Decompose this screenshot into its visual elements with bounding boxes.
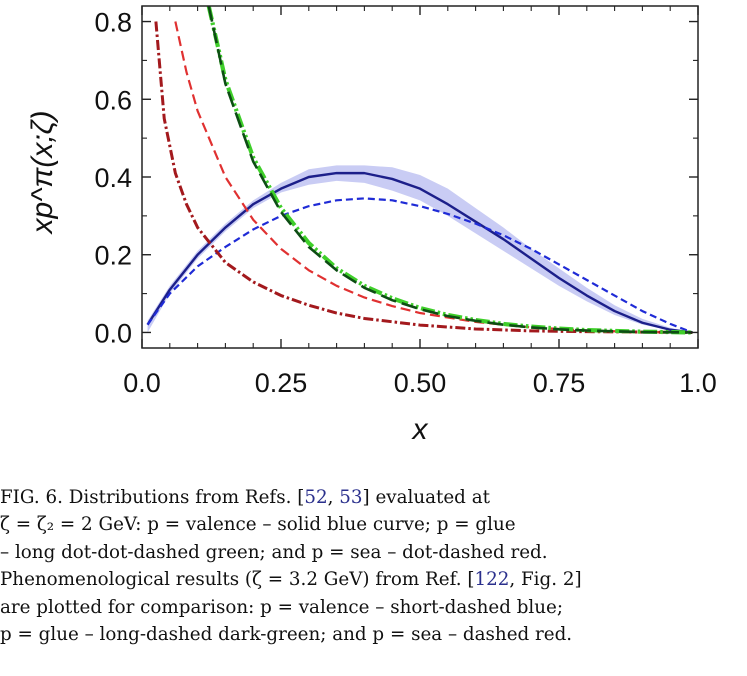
reference-link[interactable]: 52 — [304, 487, 328, 508]
y-axis-title: xp^π(x;ζ) — [26, 110, 59, 235]
uncertainty-band — [147, 165, 693, 333]
series-line-dot-dashed — [154, 21, 693, 334]
caption-text: , Fig. 2] — [509, 569, 582, 591]
caption-line: Phenomenological results (ζ = 3.2 GeV) f… — [0, 566, 747, 593]
caption-line: FIG. 6. Distributions from Refs. [52, 53… — [0, 484, 747, 511]
chart: 0.0 0.2 0.4 0.6 0.8 0.0 0.25 0.50 0.75 1.0 x xp^… — [26, 5, 717, 446]
series-line-long-dashed — [207, 6, 693, 334]
uncertainty-band-layer — [147, 165, 693, 333]
x-tick-labels: 0.0 0.25 0.50 0.75 1.0 — [123, 368, 717, 398]
tick-layer — [141, 6, 699, 348]
caption-line: are plotted for comparison: p = valence … — [0, 596, 564, 618]
series-line-dot-dot-dashed — [206, 6, 693, 335]
x-tick-label: 0.25 — [255, 368, 308, 398]
y-tick-label: 0.6 — [94, 85, 132, 115]
series-line-short-dashed — [146, 197, 693, 334]
y-tick-label: 0.2 — [94, 241, 132, 271]
reference-link[interactable]: 53 — [339, 487, 363, 508]
caption-text: Phenomenological results (ζ = 3.2 GeV) f… — [0, 569, 475, 591]
caption-text: FIG. 6. Distributions from Refs. [ — [0, 487, 305, 508]
y-tick-label: 0.8 — [94, 8, 132, 38]
caption-line: p = glue – long-dashed dark-green; and p… — [0, 624, 573, 646]
series-line-solid — [146, 171, 693, 334]
x-axis-title: x — [411, 413, 429, 446]
series-line-dashed — [174, 21, 693, 334]
caption-text: , — [327, 487, 340, 508]
x-tick-label: 0.75 — [533, 368, 586, 398]
caption-text: ] evaluated at — [362, 487, 490, 508]
reference-link[interactable]: 122 — [474, 569, 510, 591]
x-tick-label: 1.0 — [679, 368, 717, 398]
y-tick-label: 0.0 — [94, 318, 132, 348]
x-tick-label: 0.0 — [123, 368, 161, 398]
y-tick-label: 0.4 — [94, 163, 132, 193]
caption-line: – long dot-dot-dashed green; and p = sea… — [0, 541, 548, 563]
caption-line: ζ = ζ₂ = 2 GeV: p = valence – solid blue… — [0, 514, 516, 536]
x-tick-label: 0.50 — [394, 368, 447, 398]
series-layer — [146, 6, 693, 335]
y-tick-labels: 0.0 0.2 0.4 0.6 0.8 — [94, 8, 132, 349]
figure-caption: FIG. 6. Distributions from Refs. [52, 53… — [0, 484, 747, 648]
